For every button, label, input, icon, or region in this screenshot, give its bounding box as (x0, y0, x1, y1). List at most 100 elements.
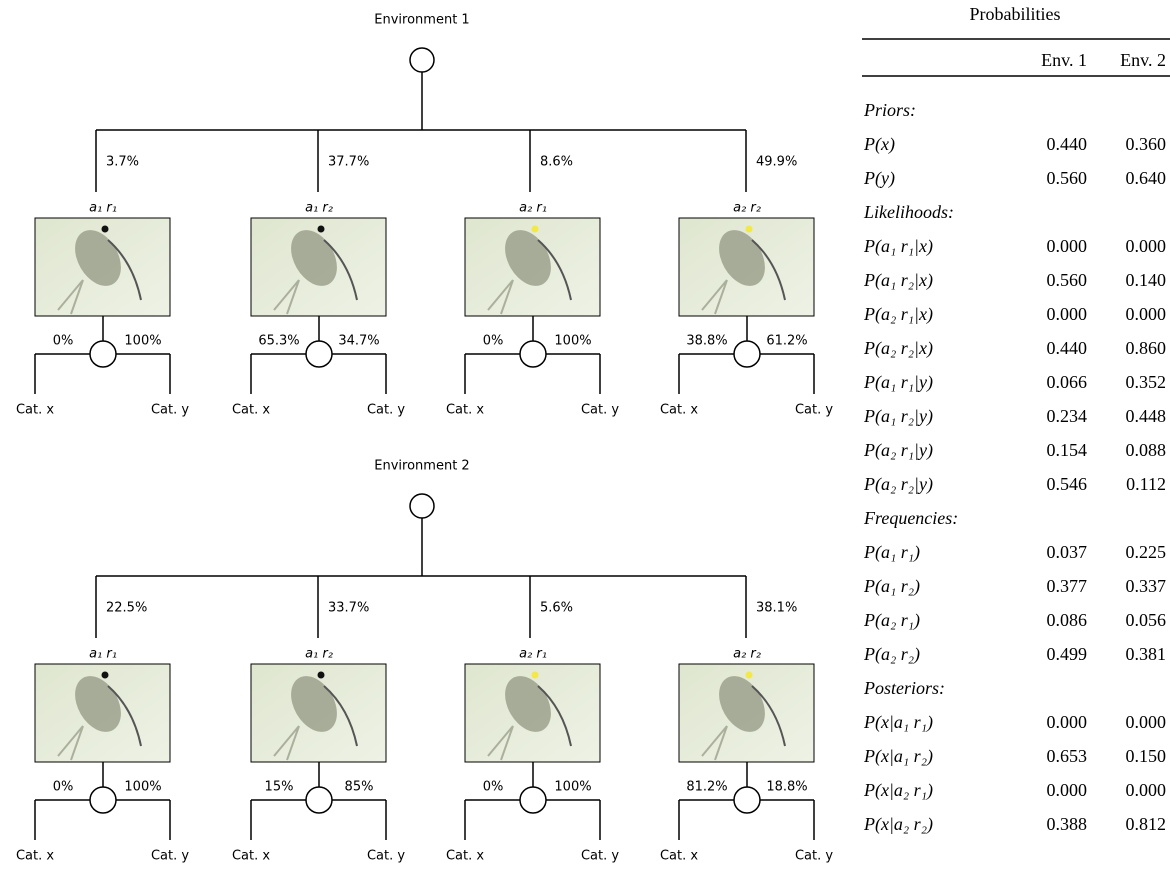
cell-value: 0.000 (1047, 712, 1088, 732)
branch-label: a₁ r₁ (89, 647, 117, 662)
row-label: P(x|a₁ r₁) (863, 712, 933, 733)
split-right: 85% (345, 780, 374, 795)
cell-value: 0.150 (1126, 746, 1167, 766)
section-heading: Priors: (863, 100, 916, 120)
outcome-label: Cat. y (795, 403, 833, 418)
split-left: 0% (483, 334, 504, 349)
cell-value: 0.812 (1126, 814, 1167, 834)
outcome-label: Cat. y (151, 849, 189, 864)
split-left: 15% (265, 780, 294, 795)
branch-percent: 33.7% (328, 601, 369, 616)
cell-value: 0.381 (1126, 644, 1167, 664)
specimen-image (678, 663, 815, 763)
split-node (519, 340, 547, 368)
branch-percent: 38.1% (756, 601, 797, 616)
split-node (733, 786, 761, 814)
body (291, 676, 337, 732)
tail (487, 725, 514, 761)
cell-value: 0.860 (1126, 338, 1167, 358)
specimen-image (464, 663, 601, 763)
antenna (751, 239, 786, 301)
row-label: P(a₁ r₂) (863, 576, 920, 597)
branch-label: a₁ r₂ (305, 647, 333, 662)
branch-percent: 37.7% (328, 155, 369, 170)
cell-value: 0.112 (1126, 474, 1166, 494)
branch-label: a₁ r₂ (305, 201, 333, 216)
split-node (305, 786, 333, 814)
cell-value: 0.546 (1047, 474, 1088, 494)
eye (531, 225, 539, 233)
antenna (107, 685, 142, 747)
row-label: P(a₁ r₁|x) (863, 236, 933, 257)
antenna (107, 239, 142, 301)
tail (273, 279, 300, 315)
split-node (89, 340, 117, 368)
split-left: 0% (53, 780, 74, 795)
row-label: P(a₂ r₂|x) (863, 338, 933, 359)
branch-percent: 49.9% (756, 155, 797, 170)
split-right: 100% (554, 334, 591, 349)
cell-value: 0.440 (1047, 338, 1088, 358)
row-label: P(a₂ r₁|y) (863, 440, 933, 461)
cell-value: 0.234 (1047, 406, 1088, 426)
cell-value: 0.653 (1047, 746, 1088, 766)
outcome-label: Cat. x (16, 849, 54, 864)
body (75, 230, 121, 286)
cell-value: 0.388 (1047, 814, 1088, 834)
cell-value: 0.377 (1047, 576, 1088, 596)
cell-value: 0.640 (1126, 168, 1167, 188)
section-heading: Posteriors: (863, 678, 945, 698)
cell-value: 0.140 (1126, 270, 1167, 290)
body (75, 676, 121, 732)
tail (57, 279, 84, 315)
split-node (519, 786, 547, 814)
tail (701, 725, 728, 761)
tail (487, 279, 514, 315)
cell-value: 0.154 (1047, 440, 1088, 460)
antenna (751, 685, 786, 747)
branch-label: a₂ r₂ (733, 647, 761, 662)
cell-value: 0.448 (1126, 406, 1167, 426)
cell-value: 0.000 (1047, 780, 1088, 800)
cell-value: 0.000 (1126, 780, 1167, 800)
row-label: P(a₂ r₂) (863, 644, 920, 665)
specimen-image (678, 217, 815, 317)
row-label: P(a₂ r₂|y) (863, 474, 933, 495)
cell-value: 0.352 (1126, 372, 1167, 392)
cell-value: 0.037 (1047, 542, 1088, 562)
specimen-image (250, 217, 387, 317)
cell-value: 0.000 (1126, 304, 1167, 324)
outcome-label: Cat. y (581, 849, 619, 864)
row-label: P(a₁ r₁) (863, 542, 920, 563)
split-node (733, 340, 761, 368)
antenna (323, 239, 358, 301)
outcome-label: Cat. x (660, 403, 698, 418)
outcome-label: Cat. x (232, 849, 270, 864)
antenna (537, 239, 572, 301)
split-right: 34.7% (338, 334, 379, 349)
row-label: P(a₂ r₁|x) (863, 304, 933, 325)
branch-percent: 22.5% (106, 601, 147, 616)
specimen-image (250, 663, 387, 763)
split-left: 0% (53, 334, 74, 349)
outcome-label: Cat. y (581, 403, 619, 418)
split-right: 100% (124, 780, 161, 795)
outcome-label: Cat. x (446, 403, 484, 418)
branch-label: a₂ r₂ (733, 201, 761, 216)
specimen-image (464, 217, 601, 317)
branch-percent: 3.7% (106, 155, 139, 170)
antenna (537, 685, 572, 747)
section-heading: Likelihoods: (863, 202, 954, 222)
split-node (305, 340, 333, 368)
split-right: 100% (554, 780, 591, 795)
tail (57, 725, 84, 761)
specimen-image (34, 217, 171, 317)
eye (317, 225, 325, 233)
split-left: 65.3% (258, 334, 299, 349)
cell-value: 0.440 (1047, 134, 1088, 154)
split-left: 38.8% (686, 334, 727, 349)
body (291, 230, 337, 286)
row-label: P(x|a₂ r₂) (863, 814, 933, 835)
eye (745, 225, 753, 233)
cell-value: 0.337 (1126, 576, 1167, 596)
